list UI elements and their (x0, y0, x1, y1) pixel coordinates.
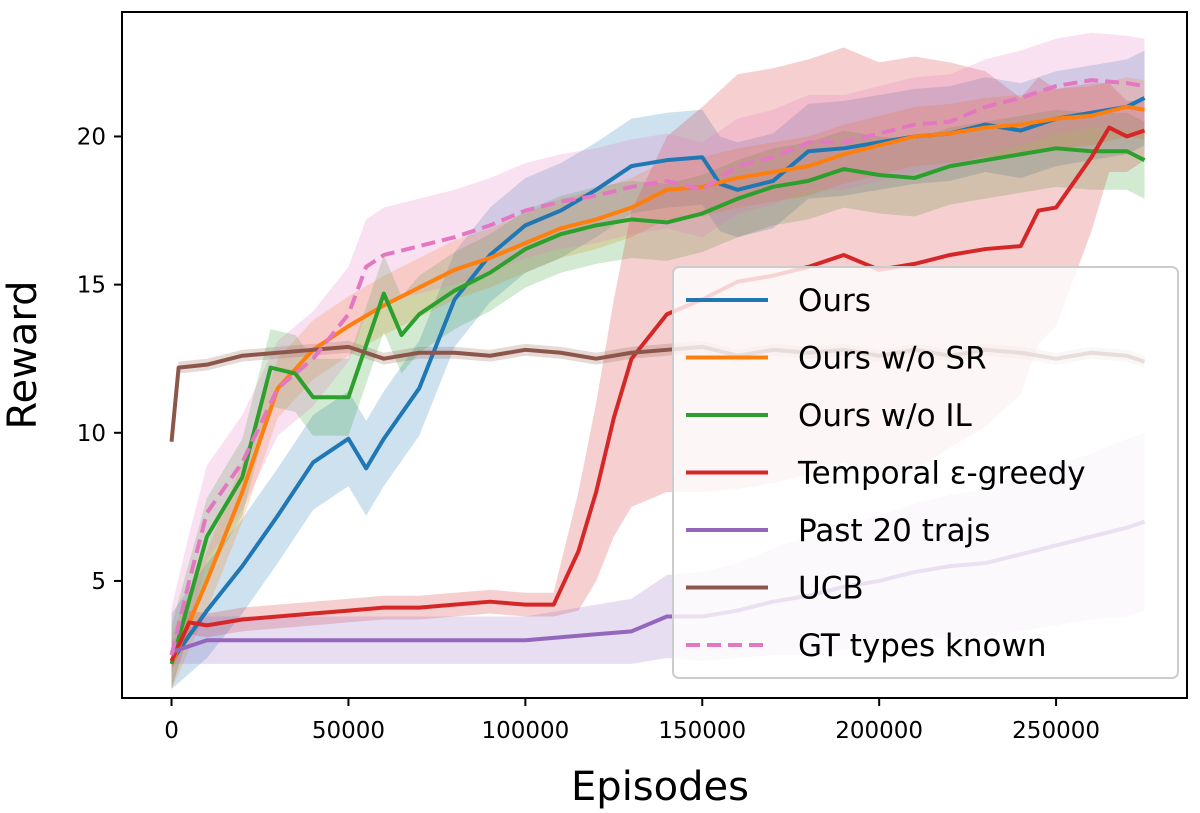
band-3 (171, 47, 1145, 670)
band-6 (171, 32, 1145, 690)
y-tick-label: 20 (77, 124, 106, 150)
legend-label-2: Ours w/o IL (798, 398, 973, 434)
legend-label-1: Ours w/o SR (798, 341, 987, 377)
band-0 (171, 50, 1145, 690)
x-tick-label: 0 (164, 718, 179, 744)
band-2 (171, 109, 1145, 690)
legend-box (672, 266, 1179, 679)
series-line-3 (169, 125, 1146, 662)
y-axis-label: Reward (0, 281, 46, 430)
series-line-0 (169, 96, 1146, 663)
legend-label-3: Temporal ε-greedy (797, 456, 1086, 492)
legend-label-4: Past 20 trajs (798, 513, 990, 549)
y-tick-label: 5 (91, 569, 106, 595)
y-tick-label: 10 (77, 421, 106, 447)
x-tick-label: 50000 (312, 718, 385, 744)
series-line-1 (169, 104, 1145, 665)
x-tick-label: 100000 (481, 718, 569, 744)
legend-label-5: UCB (798, 571, 864, 607)
series-line-2 (169, 146, 1146, 665)
y-axis-ticks: 5 10 15 20 (77, 124, 122, 595)
x-tick-label: 150000 (658, 718, 746, 744)
series-line-6 (169, 78, 1145, 656)
y-tick-label: 15 (77, 273, 106, 299)
x-axis-ticks: 0 50000 100000 150000 200000 250000 (164, 698, 1100, 744)
legend-label-0: Ours (798, 283, 871, 319)
confidence-bands (171, 32, 1145, 690)
band-1 (171, 77, 1145, 690)
x-tick-label: 250000 (1012, 718, 1100, 744)
plot-frame (121, 11, 1188, 699)
legend: Ours Ours w/o SR Ours w/o IL Temporal ε-gre… (672, 266, 1179, 679)
legend-label-6: GT types known (798, 628, 1047, 664)
x-axis-label: Episodes (571, 764, 749, 810)
x-tick-label: 200000 (835, 718, 923, 744)
